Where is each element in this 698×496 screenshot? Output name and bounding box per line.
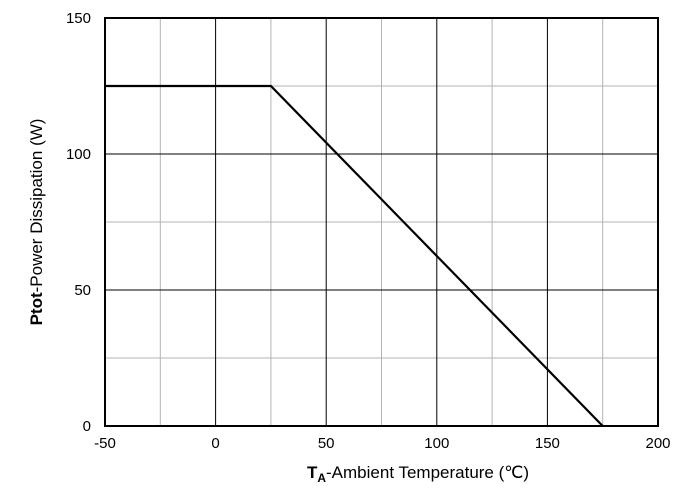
series-layer	[105, 84, 604, 427]
plot-frame	[104, 17, 659, 427]
x-tick-labels: -50 0 50 100 150 200	[94, 435, 670, 452]
y-tick-label: 150	[66, 10, 91, 27]
x-axis-title-main: T	[307, 463, 318, 482]
y-axis-title-bold: Ptot	[27, 292, 46, 325]
y-tick-label: 100	[66, 146, 91, 163]
y-tick-label: 50	[74, 282, 91, 299]
y-axis-title: Ptot-Power Dissipation (W)	[27, 119, 46, 326]
x-axis-title: TA-Ambient Temperature (℃)	[307, 463, 529, 485]
y-axis-title-rest: -Power Dissipation (W)	[27, 119, 46, 293]
y-tick-label: 0	[83, 418, 91, 435]
x-tick-label: -50	[94, 435, 116, 452]
x-tick-label: 150	[535, 435, 560, 452]
minor-grid	[105, 18, 658, 426]
x-tick-label: 100	[424, 435, 449, 452]
x-tick-label: 200	[645, 435, 670, 452]
y-tick-labels: 0 50 100 150	[66, 10, 91, 435]
x-tick-label: 50	[318, 435, 335, 452]
x-axis-title-rest: -Ambient Temperature (℃)	[326, 463, 529, 482]
x-tick-label: 0	[211, 435, 219, 452]
power-derating-line	[105, 84, 604, 427]
x-axis-title-sub: A	[317, 471, 326, 485]
